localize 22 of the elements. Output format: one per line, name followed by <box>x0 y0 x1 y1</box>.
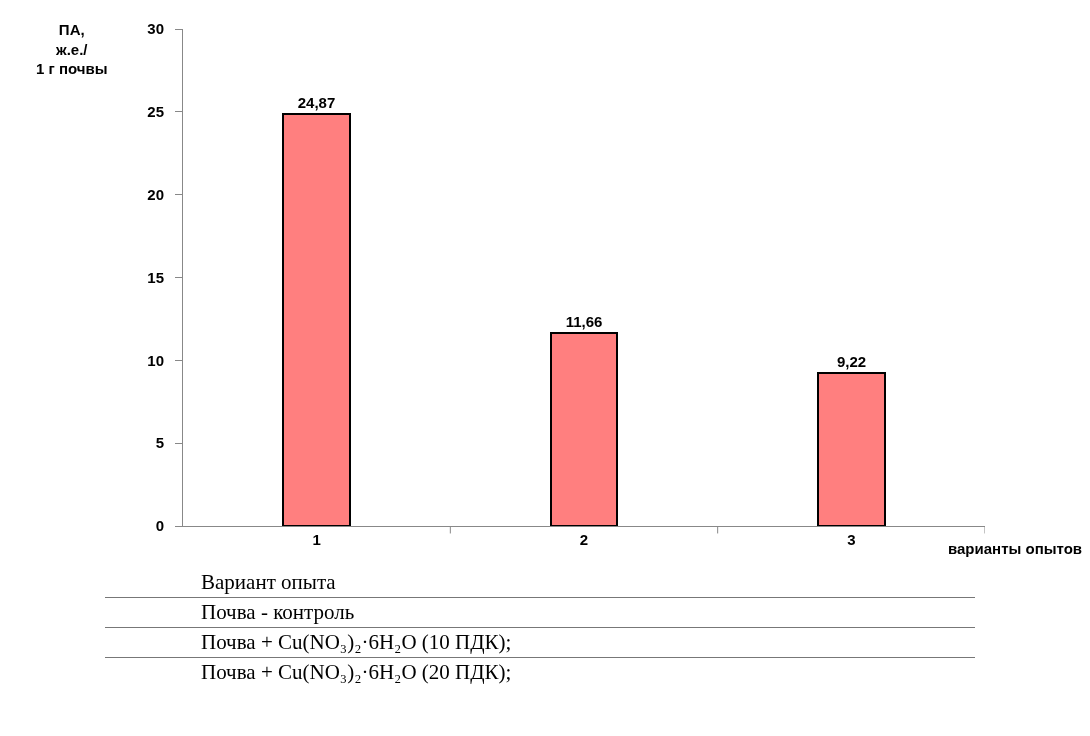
bar <box>817 372 886 526</box>
y-tick-label: 30 <box>147 20 164 38</box>
bar <box>550 332 618 526</box>
x-axis-title: варианты опытов <box>948 540 1083 557</box>
y-tick-label: 10 <box>147 351 164 369</box>
data-label: 11,66 <box>565 313 603 330</box>
text: Почва + Cu(NO₃)₂·6H₂O (20 ПДК); <box>200 659 513 686</box>
x-tick-label: 2 <box>579 531 589 548</box>
y-tick-label: 5 <box>155 434 164 452</box>
data-label: 9,22 <box>836 353 867 370</box>
bar <box>282 113 351 526</box>
y-tick-label: 15 <box>147 268 164 286</box>
y-axis-title: ПА, ж.е./ 1 г почвы <box>36 21 108 77</box>
y-tick-label: 0 <box>155 517 164 535</box>
text: Почва - контроль <box>105 598 975 628</box>
text: Почва + Cu(NO₃)₂·6H₂O (10 ПДК); <box>105 628 975 658</box>
y-tick-label: 25 <box>147 103 164 121</box>
x-tick-label: 1 <box>312 531 321 548</box>
text: Вариант опыта <box>105 568 975 598</box>
x-tick-label: 3 <box>847 531 856 548</box>
data-label: 24,87 <box>297 94 336 111</box>
y-tick-label: 20 <box>147 185 164 203</box>
